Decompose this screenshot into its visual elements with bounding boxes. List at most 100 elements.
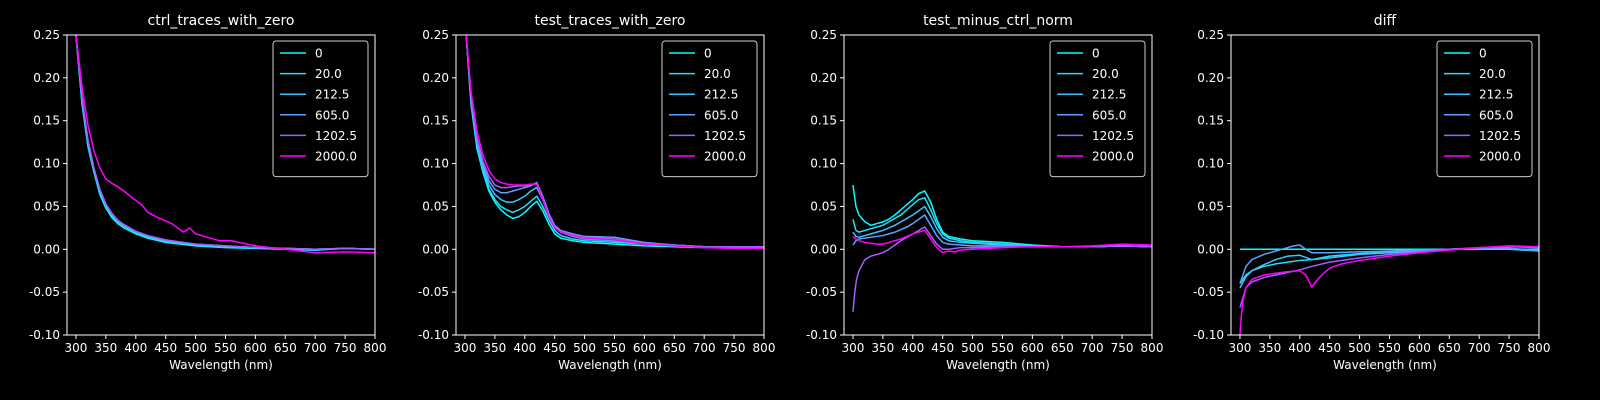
x-tick-label: 550 xyxy=(603,341,626,355)
legend-label: 0 xyxy=(315,47,323,61)
y-tick-label: 0.10 xyxy=(422,157,449,171)
x-tick-label: 600 xyxy=(244,341,267,355)
legend: 0 20.0 212.5 605.0 1202.5 2000.0 xyxy=(1436,40,1533,178)
y-tick-label: -0.05 xyxy=(806,285,837,299)
x-tick-label: 450 xyxy=(1318,341,1341,355)
x-tick-label: 400 xyxy=(1288,341,1311,355)
x-tick-label: 550 xyxy=(214,341,237,355)
y-tick-label: -0.10 xyxy=(806,328,837,342)
y-tick-label: 0.00 xyxy=(422,242,449,256)
chart-panel-4: 300 350 400 450 500 550 600 650 700 750 800 -0.10 -0… xyxy=(1193,13,1551,372)
x-tick-label: 700 xyxy=(1081,341,1104,355)
legend-label: 20.0 xyxy=(1479,67,1506,81)
y-tick-label: 0.15 xyxy=(810,114,837,128)
x-tick-label: 750 xyxy=(723,341,746,355)
x-tick-label: 700 xyxy=(693,341,716,355)
x-tick-label: 450 xyxy=(931,341,954,355)
x-tick-label: 800 xyxy=(1141,341,1164,355)
axes-frame xyxy=(1230,34,1540,336)
y-tick-label: 0.00 xyxy=(810,242,837,256)
x-tick-label: 400 xyxy=(124,341,147,355)
x-axis-label: Wavelength (nm) xyxy=(558,358,662,372)
axes-frame xyxy=(455,34,765,336)
x-tick-label: 400 xyxy=(901,341,924,355)
chart-title: diff xyxy=(1374,13,1397,29)
x-tick-label: 450 xyxy=(543,341,566,355)
legend-label: 0 xyxy=(704,47,712,61)
y-tick-label: 0.05 xyxy=(33,199,60,213)
series-group xyxy=(465,35,764,250)
legend: 0 20.0 212.5 605.0 1202.5 2000.0 xyxy=(661,40,758,178)
axes-frame xyxy=(843,34,1153,336)
legend-label: 1202.5 xyxy=(1092,129,1134,143)
x-tick-label: 300 xyxy=(1229,341,1252,355)
series-line-1202.5 xyxy=(75,35,375,251)
series-line-2000.0 xyxy=(1239,245,1539,335)
legend-label: 2000.0 xyxy=(1092,150,1134,164)
series-line-2000.0 xyxy=(75,35,375,254)
y-tick-label: -0.10 xyxy=(418,328,449,342)
y-tick-label: 0.15 xyxy=(33,114,60,128)
x-tick-label: 500 xyxy=(184,341,207,355)
x-tick-label: 350 xyxy=(1258,341,1281,355)
x-tick-label: 800 xyxy=(753,341,776,355)
y-tick-label: -0.10 xyxy=(1193,328,1224,342)
legend-label: 2000.0 xyxy=(1479,150,1521,164)
legend-box xyxy=(1049,40,1146,178)
legend: 0 20.0 212.5 605.0 1202.5 2000.0 xyxy=(272,40,369,178)
x-tick-label: 800 xyxy=(1528,341,1551,355)
series-line-2000.0 xyxy=(465,35,764,250)
y-tick-label: 0.00 xyxy=(1197,242,1224,256)
legend-label: 0 xyxy=(1092,47,1100,61)
x-tick-label: 450 xyxy=(154,341,177,355)
legend-label: 0 xyxy=(1479,47,1487,61)
y-tick-label: 0.10 xyxy=(1197,157,1224,171)
y-tick-label: 0.25 xyxy=(33,28,60,42)
y-tick-label: 0.25 xyxy=(1197,28,1224,42)
y-tick-label: -0.05 xyxy=(29,285,60,299)
x-axis-label: Wavelength (nm) xyxy=(169,358,273,372)
legend-box xyxy=(661,40,758,178)
legend-box xyxy=(1436,40,1533,178)
x-tick-label: 300 xyxy=(454,341,477,355)
y-tick-label: 0.05 xyxy=(810,199,837,213)
x-tick-label: 350 xyxy=(483,341,506,355)
x-tick-label: 300 xyxy=(842,341,865,355)
x-tick-label: 400 xyxy=(513,341,536,355)
y-tick-label: 0.20 xyxy=(810,71,837,85)
series-line-0 xyxy=(852,184,1152,248)
y-tick-label: 0.05 xyxy=(1197,199,1224,213)
x-tick-label: 800 xyxy=(364,341,387,355)
legend-label: 2000.0 xyxy=(315,150,357,164)
legend-label: 1202.5 xyxy=(704,129,746,143)
axes-frame xyxy=(66,34,376,336)
x-axis-label: Wavelength (nm) xyxy=(946,358,1050,372)
legend-label: 20.0 xyxy=(315,67,342,81)
series-group xyxy=(75,35,375,254)
legend-label: 605.0 xyxy=(1479,108,1513,122)
y-tick-label: 0.15 xyxy=(1197,114,1224,128)
y-tick-label: 0.10 xyxy=(33,157,60,171)
legend: 0 20.0 212.5 605.0 1202.5 2000.0 xyxy=(1049,40,1146,178)
x-tick-label: 600 xyxy=(633,341,656,355)
y-tick-label: -0.05 xyxy=(418,285,449,299)
x-tick-label: 300 xyxy=(65,341,88,355)
legend-label: 1202.5 xyxy=(1479,129,1521,143)
x-tick-label: 650 xyxy=(274,341,297,355)
legend-box xyxy=(272,40,369,178)
x-tick-label: 700 xyxy=(1468,341,1491,355)
x-tick-label: 500 xyxy=(573,341,596,355)
y-tick-label: 0.00 xyxy=(33,242,60,256)
legend-label: 2000.0 xyxy=(704,150,746,164)
y-tick-label: -0.05 xyxy=(1193,285,1224,299)
legend-label: 20.0 xyxy=(1092,67,1119,81)
series-line-0 xyxy=(465,35,764,249)
series-line-1202.5 xyxy=(465,35,764,248)
x-tick-label: 750 xyxy=(1498,341,1521,355)
y-tick-label: 0.25 xyxy=(810,28,837,42)
y-tick-label: 0.10 xyxy=(810,157,837,171)
y-tick-label: 0.20 xyxy=(422,71,449,85)
y-tick-label: 0.25 xyxy=(422,28,449,42)
x-tick-label: 650 xyxy=(1438,341,1461,355)
